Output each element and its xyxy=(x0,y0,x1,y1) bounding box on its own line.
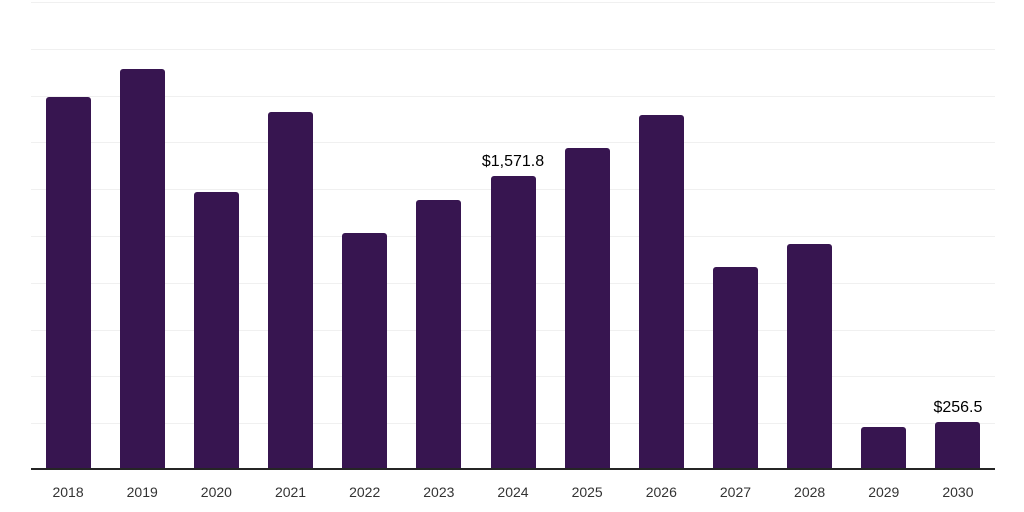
bar-2027 xyxy=(712,266,758,470)
bar-2028 xyxy=(787,244,833,470)
bar-2023 xyxy=(416,200,462,470)
bar-2030 xyxy=(935,421,981,470)
bar-2022 xyxy=(342,233,388,470)
gridline xyxy=(31,95,995,97)
x-tick-2028: 2028 xyxy=(794,484,826,500)
x-tick-2023: 2023 xyxy=(423,484,455,500)
x-tick-2022: 2022 xyxy=(349,484,381,500)
bar-2018 xyxy=(45,97,91,470)
plot-area: $1,571.8 $256.5 xyxy=(31,0,995,470)
bar-2019 xyxy=(119,69,165,470)
bar-2026 xyxy=(638,115,684,470)
x-tick-2021: 2021 xyxy=(274,484,307,500)
x-tick-2030: 2030 xyxy=(942,484,974,500)
x-tick-2025: 2025 xyxy=(571,484,603,500)
bar-2020 xyxy=(193,192,239,470)
x-tick-2026: 2026 xyxy=(645,484,677,500)
bar-value-label-2030: $256.5 xyxy=(933,398,983,416)
x-axis-tick-labels: 2018 2019 2020 2021 2022 2023 2024 2025 2026 2027… xyxy=(31,0,995,512)
x-tick-2019: 2019 xyxy=(126,484,158,500)
x-tick-2020: 2020 xyxy=(200,484,232,500)
x-tick-2029: 2029 xyxy=(868,484,900,500)
bar-2021 xyxy=(268,111,314,470)
x-axis-line xyxy=(31,468,995,470)
bar-2025 xyxy=(564,148,610,470)
gridline xyxy=(31,48,995,50)
x-tick-2027: 2027 xyxy=(719,484,752,500)
gridline xyxy=(31,142,995,144)
x-tick-2024: 2024 xyxy=(497,484,529,500)
bar-2024 xyxy=(490,175,536,470)
x-tick-2018: 2018 xyxy=(52,484,84,500)
bar-value-label-2024: $1,571.8 xyxy=(481,152,545,170)
gridline xyxy=(31,2,995,3)
bar-2029 xyxy=(861,426,907,470)
